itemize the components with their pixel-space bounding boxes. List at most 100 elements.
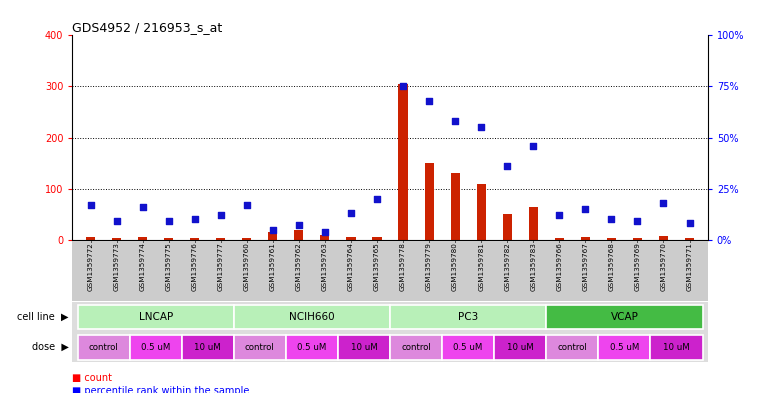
Text: 0.5 uM: 0.5 uM: [141, 343, 170, 352]
Text: GSM1359772: GSM1359772: [88, 242, 94, 291]
Text: GSM1359769: GSM1359769: [635, 242, 641, 291]
Bar: [598, 335, 651, 360]
Text: 10 uM: 10 uM: [351, 343, 377, 352]
Text: GSM1359771: GSM1359771: [686, 242, 693, 291]
Text: GSM1359770: GSM1359770: [661, 242, 667, 291]
Bar: [546, 335, 598, 360]
Bar: [399, 84, 408, 240]
Bar: [607, 238, 616, 240]
Bar: [494, 335, 546, 360]
Text: 10 uM: 10 uM: [663, 343, 690, 352]
Text: GSM1359774: GSM1359774: [139, 242, 145, 291]
Text: GSM1359760: GSM1359760: [244, 242, 250, 291]
Bar: [372, 237, 381, 240]
Bar: [659, 236, 668, 240]
Text: LNCAP: LNCAP: [139, 312, 173, 322]
Text: GDS4952 / 216953_s_at: GDS4952 / 216953_s_at: [72, 21, 222, 34]
Text: GSM1359767: GSM1359767: [582, 242, 588, 291]
Text: NCIH660: NCIH660: [289, 312, 335, 322]
Bar: [182, 335, 234, 360]
Text: 0.5 uM: 0.5 uM: [610, 343, 639, 352]
Point: [423, 97, 435, 104]
Bar: [138, 237, 147, 240]
Text: control: control: [245, 343, 275, 352]
Point: [84, 202, 97, 208]
Bar: [390, 335, 442, 360]
Text: GSM1359766: GSM1359766: [556, 242, 562, 291]
Point: [397, 83, 409, 90]
Text: GSM1359768: GSM1359768: [608, 242, 614, 291]
Point: [449, 118, 461, 124]
Bar: [476, 184, 486, 240]
Bar: [338, 335, 390, 360]
Point: [240, 202, 253, 208]
Text: 10 uM: 10 uM: [507, 343, 533, 352]
Text: cell line  ▶: cell line ▶: [17, 312, 68, 322]
Bar: [651, 335, 702, 360]
Point: [527, 143, 540, 149]
Point: [553, 212, 565, 219]
Text: PC3: PC3: [458, 312, 478, 322]
Text: GSM1359781: GSM1359781: [478, 242, 484, 291]
Text: GSM1359762: GSM1359762: [296, 242, 302, 291]
Text: GSM1359763: GSM1359763: [322, 242, 328, 291]
Bar: [346, 237, 355, 240]
Bar: [555, 238, 564, 240]
Text: ■ count: ■ count: [72, 373, 113, 383]
Bar: [190, 238, 199, 240]
Text: dose  ▶: dose ▶: [32, 342, 68, 352]
Point: [475, 124, 487, 130]
Text: GSM1359773: GSM1359773: [113, 242, 119, 291]
Bar: [269, 232, 277, 240]
Bar: [286, 335, 338, 360]
Point: [605, 216, 617, 222]
Point: [189, 216, 201, 222]
Text: GSM1359778: GSM1359778: [400, 242, 406, 291]
Bar: [320, 235, 330, 240]
Point: [345, 210, 357, 216]
Text: GSM1359779: GSM1359779: [426, 242, 432, 291]
Point: [319, 228, 331, 235]
Text: control: control: [558, 343, 587, 352]
Bar: [242, 238, 251, 240]
Point: [267, 226, 279, 233]
Bar: [112, 238, 121, 240]
Text: GSM1359765: GSM1359765: [374, 242, 380, 291]
Bar: [234, 335, 286, 360]
Text: GSM1359777: GSM1359777: [218, 242, 224, 291]
Bar: [234, 305, 390, 329]
Bar: [86, 237, 95, 240]
Text: GSM1359775: GSM1359775: [166, 242, 172, 291]
Bar: [503, 214, 511, 240]
Point: [632, 218, 644, 224]
Bar: [685, 238, 694, 240]
Point: [579, 206, 591, 212]
Text: GSM1359776: GSM1359776: [192, 242, 198, 291]
Text: GSM1359783: GSM1359783: [530, 242, 537, 291]
Text: 0.5 uM: 0.5 uM: [454, 343, 482, 352]
Bar: [581, 237, 590, 240]
Bar: [78, 335, 129, 360]
Bar: [425, 163, 434, 240]
Text: VCAP: VCAP: [610, 312, 638, 322]
Text: control: control: [89, 343, 119, 352]
Text: GSM1359764: GSM1359764: [348, 242, 354, 291]
Point: [371, 196, 383, 202]
Bar: [529, 206, 538, 240]
Point: [215, 212, 227, 219]
Point: [110, 218, 123, 224]
Text: 0.5 uM: 0.5 uM: [298, 343, 326, 352]
Bar: [295, 230, 304, 240]
Bar: [164, 238, 174, 240]
Point: [658, 200, 670, 206]
Bar: [78, 305, 234, 329]
Point: [163, 218, 175, 224]
Bar: [451, 173, 460, 240]
Point: [683, 220, 696, 226]
Text: ■ percentile rank within the sample: ■ percentile rank within the sample: [72, 386, 250, 393]
Bar: [390, 305, 546, 329]
Bar: [633, 238, 642, 240]
Point: [293, 222, 305, 229]
Point: [136, 204, 148, 210]
Text: 10 uM: 10 uM: [194, 343, 221, 352]
